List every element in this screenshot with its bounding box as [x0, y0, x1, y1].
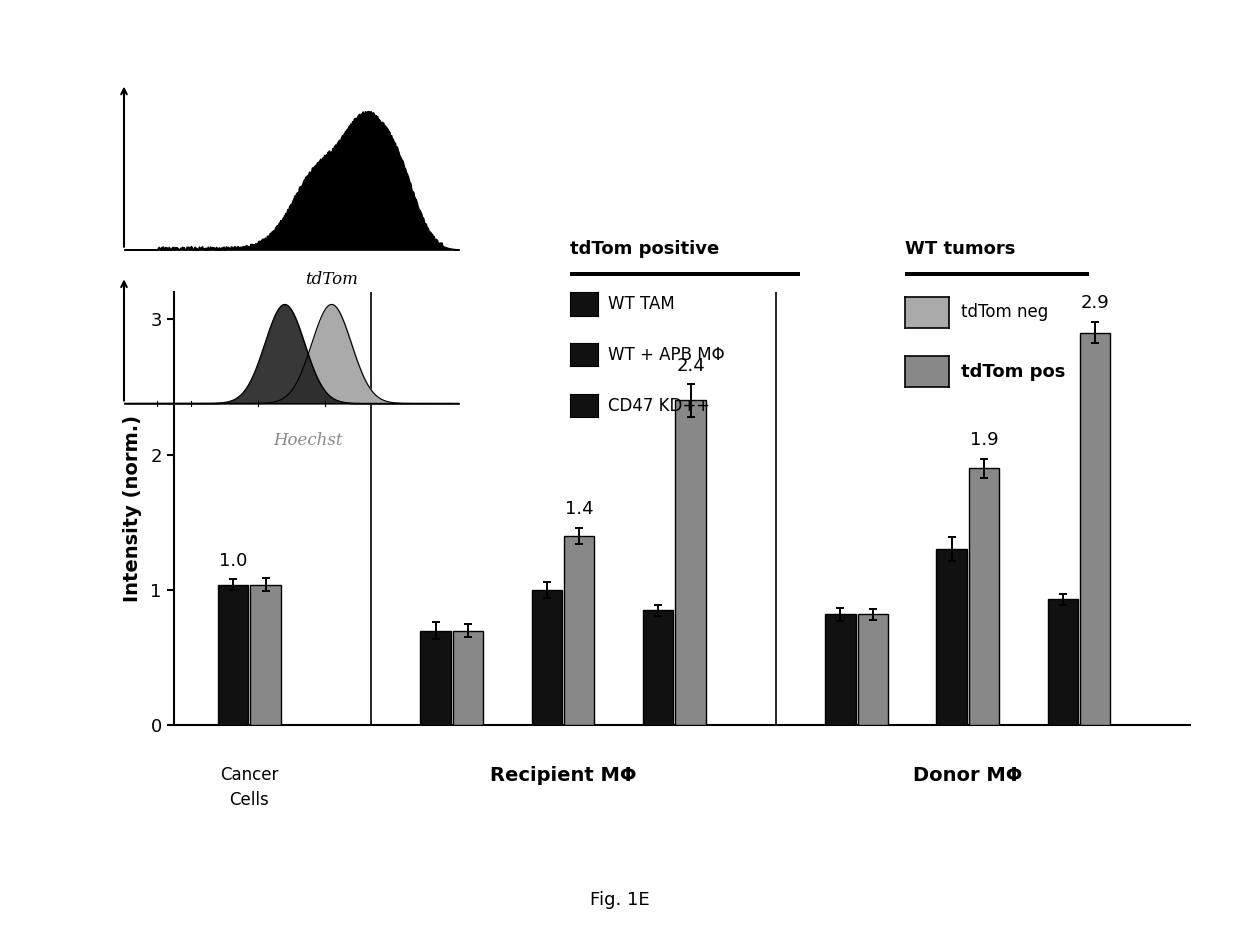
Bar: [936, 549, 967, 725]
Bar: [250, 584, 280, 725]
Bar: [858, 614, 888, 725]
Text: tdTom positive: tdTom positive: [570, 240, 719, 258]
Text: Fig. 1E: Fig. 1E: [590, 890, 650, 909]
Bar: [564, 536, 594, 725]
Text: Cancer
Cells: Cancer Cells: [221, 766, 279, 809]
Text: 1.9: 1.9: [970, 431, 998, 449]
Bar: [218, 584, 248, 725]
Text: 2.4: 2.4: [676, 357, 706, 375]
Text: Hoechst: Hoechst: [273, 431, 343, 448]
Bar: [1080, 333, 1111, 725]
Text: tdTom: tdTom: [305, 270, 358, 287]
Bar: [644, 610, 673, 725]
Bar: [825, 614, 856, 725]
Text: Recipient MΦ: Recipient MΦ: [490, 766, 636, 785]
Bar: [453, 630, 484, 725]
Text: CD47 KD++: CD47 KD++: [608, 397, 709, 414]
Bar: [676, 400, 706, 725]
Bar: [1048, 599, 1078, 725]
Text: WT tumors: WT tumors: [905, 240, 1016, 258]
Y-axis label: Intensity (norm.): Intensity (norm.): [123, 415, 141, 602]
Bar: [532, 590, 562, 725]
Text: 1.0: 1.0: [219, 552, 248, 570]
Text: 2.9: 2.9: [1081, 294, 1110, 313]
Text: tdTom pos: tdTom pos: [961, 363, 1065, 381]
Bar: [420, 630, 451, 725]
Bar: [968, 468, 999, 725]
Text: WT + APB MΦ: WT + APB MΦ: [608, 346, 724, 364]
Text: Donor MΦ: Donor MΦ: [913, 766, 1023, 785]
Text: tdTom neg: tdTom neg: [961, 303, 1048, 321]
Text: WT TAM: WT TAM: [608, 295, 675, 313]
Text: 1.4: 1.4: [565, 500, 594, 518]
